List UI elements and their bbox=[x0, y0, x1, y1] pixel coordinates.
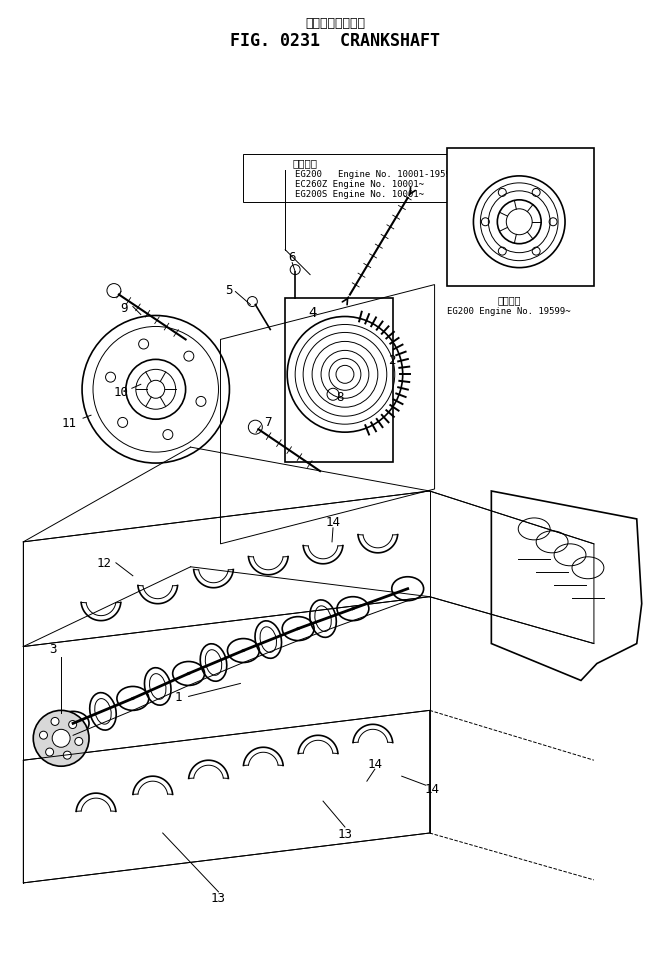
Text: 14: 14 bbox=[424, 781, 439, 795]
Text: 10: 10 bbox=[113, 385, 129, 398]
Text: 4: 4 bbox=[476, 152, 484, 166]
Bar bbox=[446, 149, 594, 287]
Text: 4: 4 bbox=[308, 305, 316, 319]
Text: 13: 13 bbox=[338, 826, 352, 840]
Text: 12: 12 bbox=[96, 556, 111, 570]
Circle shape bbox=[51, 718, 59, 726]
Text: EG200   Engine No. 10001-19598: EG200 Engine No. 10001-19598 bbox=[295, 170, 456, 179]
Text: 5: 5 bbox=[224, 284, 232, 296]
Text: 3: 3 bbox=[50, 643, 57, 655]
Text: 8: 8 bbox=[336, 390, 344, 403]
Circle shape bbox=[69, 721, 76, 729]
Circle shape bbox=[40, 732, 48, 739]
Text: 14: 14 bbox=[326, 515, 340, 529]
Text: FIG. 0231  CRANKSHAFT: FIG. 0231 CRANKSHAFT bbox=[230, 32, 440, 50]
Text: 適用年式: 適用年式 bbox=[293, 157, 318, 168]
Bar bbox=[285, 298, 393, 463]
Circle shape bbox=[63, 751, 71, 759]
Bar bbox=[243, 155, 448, 202]
Circle shape bbox=[46, 748, 54, 756]
Text: 6: 6 bbox=[288, 251, 296, 264]
Circle shape bbox=[52, 730, 70, 747]
Text: 7: 7 bbox=[265, 416, 272, 428]
Text: 適用年式: 適用年式 bbox=[498, 295, 521, 305]
Text: EC260Z Engine No. 10001~: EC260Z Engine No. 10001~ bbox=[295, 180, 424, 189]
Circle shape bbox=[34, 711, 89, 767]
Text: 14: 14 bbox=[367, 757, 383, 770]
Circle shape bbox=[75, 737, 83, 745]
Text: 13: 13 bbox=[211, 891, 226, 905]
Text: クランクシャフト: クランクシャフト bbox=[305, 17, 365, 29]
Text: 9: 9 bbox=[120, 301, 127, 315]
Text: 11: 11 bbox=[62, 417, 76, 429]
Text: 2: 2 bbox=[388, 353, 395, 367]
Text: 1: 1 bbox=[175, 690, 182, 703]
Text: EG200S Engine No. 10001~: EG200S Engine No. 10001~ bbox=[295, 190, 424, 200]
Text: EG200 Engine No. 19599~: EG200 Engine No. 19599~ bbox=[448, 307, 571, 316]
